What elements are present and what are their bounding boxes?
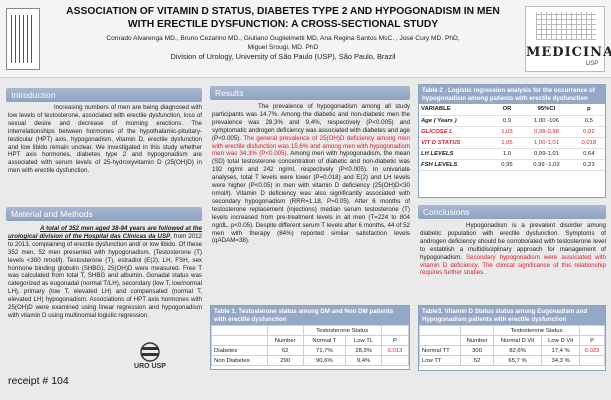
uro-usp-logo: URO USP [130,338,170,378]
receipt-number: receipt # 104 [8,375,69,387]
table-2-col-variable: VARIABLE [419,104,494,116]
methods-heading: Material and Methods [6,207,202,221]
table-2-grid: VARIABLE OR 95%CI p Age ( Years ) 0.9 1.… [419,104,605,171]
table-1-group-header: Testosterone Status [302,325,382,336]
table-row: GLICOSE L 1,03 0,98-0,98 0,02 [419,126,605,138]
table-row: Age ( Years ) 0.9 1.00 -106 0,5 [419,115,605,127]
table-3-group-header: Testosterone Status [492,325,581,336]
table-3-col-number: Number [460,335,494,346]
table-1-col-number: Number [266,335,304,346]
results-text: The prevalence of hypogonadism among all… [212,103,410,245]
table-1-title: Table 1. Testosterone status among DM an… [211,306,409,325]
poster-title: ASSOCIATION OF VITAMIN D STATUS, DIABETE… [48,6,518,31]
table-1-grid: Testosterone Status Number Normal T Low … [211,325,410,366]
conclusions-red: Secondary hypogonadism were associated w… [420,253,606,277]
title-line-2: WITH ERECTILE DYSFUNCTION: A CROSS-SECTI… [127,18,439,30]
university-logo [6,8,40,70]
conclusions-text: Hypogonadism is a prevalent disorder amo… [420,222,606,277]
conclusions-heading: Conclusions [418,205,606,219]
authors-block: Conrado Alvarenga MD., Bruno Cezarino MD… [48,34,518,61]
table-row: LH LEVELS 1,0 0,99-1,01 0,64 [419,148,605,160]
table-row: Normal TT 300 82,6% 17,4 % 0.023 [418,345,605,356]
results-p1: The prevalence of hypogonadism among all… [212,103,410,142]
methods-bold: A total of 352 men aged 38-84 years are … [8,225,202,240]
table-1-col-low: Low TL [345,335,382,346]
methods-text: A total of 352 men aged 38-84 years are … [8,225,202,320]
table-row: Non Diabetes 290 90,6% 9,4% [211,355,410,366]
table-3: Table3. Vitamin D Status status among Eu… [418,305,606,371]
table-3-grid: Testosterone Status Number Normal D Vit … [418,325,605,366]
table-2-col-or: OR [493,104,521,116]
table-2: Table 2 . Logistic regression analysis f… [418,84,606,198]
introduction-text: Increasing numbers of men are being diag… [8,104,202,175]
poster-header: ASSOCIATION OF VITAMIN D STATUS, DIABETE… [0,0,611,78]
authors-line-2: Miguel Srougi, MD. PhD [247,44,319,51]
table-row: VIT D STATUS 1,05 1,00-1,01 0,018 [419,137,605,149]
table-3-title: Table3. Vitamin D Status status among Eu… [419,306,605,325]
table-row: FSH LEVELS 0,95 0,99 -1,02 0,23 [419,159,605,171]
introduction-heading: Introduction [6,88,202,102]
conclusions-body: Hypogonadism is a prevalent disorder amo… [420,222,606,261]
logo-sub: USP [585,61,598,67]
methods-body: , from 2012 to 2013, complaining of erec… [8,232,202,319]
results-p2: Among men with hypogonadism, the mean (S… [212,150,410,245]
results-p1-red: The general prevalence of 25(OH)D defici… [212,134,410,158]
table-1-col-p: P [380,335,410,346]
logo-word: MEDICINA [526,45,611,60]
table-1: Table 1. Testosterone status among DM an… [210,305,410,370]
table-2-col-p: p [572,104,605,116]
medicina-usp-logo: MEDICINA USP [525,6,611,72]
title-line-1: ASSOCIATION OF VITAMIN D STATUS, DIABETE… [66,6,500,17]
table-row: Diabetes 62 71,7% 28,3% 0.013 [211,345,410,356]
table-3-col-low: Low D Vit [541,335,581,346]
authors-line-1: Conrado Alvarenga MD., Bruno Cezarino MD… [106,35,460,42]
table-2-col-ci: 95%CI [520,104,573,116]
affiliation: Division of Urology, University of São P… [170,52,396,61]
table-1-col-normal: Normal T [302,335,347,346]
table-row: Low TT 52 65,7 % 34,3 % [418,355,605,366]
table-3-col-normal: Normal D Vit [492,335,543,346]
table-2-title: Table 2 . Logistic regression analysis f… [419,85,605,104]
uro-logo-text: URO USP [134,363,166,370]
results-heading: Results [210,86,410,100]
table-3-col-p: P [579,335,605,346]
